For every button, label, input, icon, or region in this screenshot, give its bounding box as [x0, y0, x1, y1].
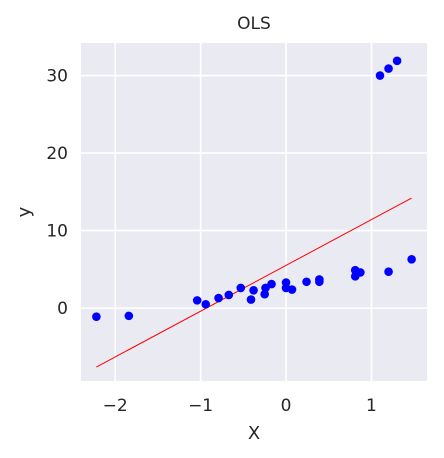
data-point: [201, 299, 211, 309]
data-point: [214, 293, 223, 303]
data-point: [249, 285, 258, 295]
data-point: [92, 312, 101, 321]
y-tick-label: 30: [46, 67, 68, 87]
grid-lines: [81, 43, 427, 381]
chart-title: OLS: [237, 14, 271, 34]
fit-line: [96, 197, 412, 368]
y-tick-label: 20: [46, 144, 68, 164]
data-point: [192, 296, 202, 305]
data-point: [356, 268, 365, 277]
data-point: [224, 290, 234, 300]
data-point: [236, 283, 246, 293]
data-point: [392, 56, 402, 66]
data-point: [315, 275, 324, 284]
data-points: [92, 56, 416, 321]
data-point: [407, 254, 416, 264]
data-point: [384, 267, 393, 276]
y-axis-label: y: [14, 206, 35, 217]
x-tick-label: 1: [366, 396, 377, 416]
data-point: [281, 278, 291, 287]
data-point: [375, 71, 385, 80]
data-point: [267, 279, 276, 289]
y-tick-label: 0: [57, 299, 68, 319]
x-axis-label: X: [248, 423, 260, 444]
x-tick-label: −1: [188, 396, 213, 416]
data-point: [246, 295, 256, 304]
x-tick-labels: −2 −1 0 1: [103, 396, 377, 416]
data-point: [302, 277, 311, 287]
y-tick-label: 10: [46, 222, 68, 242]
data-point: [287, 285, 297, 294]
data-point: [124, 311, 134, 321]
y-tick-labels: 0 10 20 30: [46, 67, 68, 320]
plot-area: [81, 43, 427, 381]
x-tick-label: −2: [103, 396, 128, 416]
x-tick-label: 0: [281, 396, 292, 416]
data-point: [384, 64, 393, 73]
regression-fit: [96, 197, 412, 368]
